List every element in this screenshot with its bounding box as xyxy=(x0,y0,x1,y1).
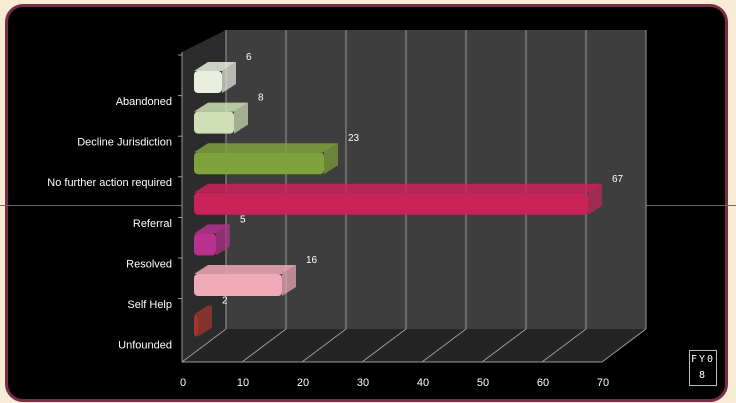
back-wall xyxy=(226,30,646,329)
bar-end xyxy=(222,62,236,93)
gridline-floor xyxy=(361,328,407,363)
bar xyxy=(194,192,588,215)
x-tick-label: 0 xyxy=(180,377,186,389)
category-label: Unfounded xyxy=(118,340,172,352)
gridline-floor xyxy=(541,328,587,363)
bar-end xyxy=(324,143,338,175)
x-tick-label: 20 xyxy=(297,377,309,389)
bar xyxy=(194,233,216,256)
data-label: 8 xyxy=(258,93,264,104)
gridline-floor xyxy=(481,328,527,363)
bar xyxy=(194,71,222,93)
data-label: 23 xyxy=(348,133,360,144)
bar xyxy=(194,111,234,134)
legend-fy08: FY08 xyxy=(689,350,717,386)
bar-end xyxy=(234,102,248,134)
category-label: Abandoned xyxy=(116,96,172,108)
x-tick-label: 50 xyxy=(477,377,489,389)
bar xyxy=(194,274,282,296)
bar-top xyxy=(194,224,230,234)
bar-top xyxy=(194,183,602,193)
bar xyxy=(194,314,198,337)
data-label: 2 xyxy=(222,296,228,307)
gridline-floor xyxy=(601,328,647,363)
bar-end xyxy=(588,183,602,215)
floor xyxy=(182,329,646,362)
gridline-floor xyxy=(301,328,347,363)
data-label: 67 xyxy=(612,174,624,185)
x-tick-label: 60 xyxy=(537,377,549,389)
bar-top xyxy=(194,305,212,315)
bar-top xyxy=(194,143,338,153)
x-tick-label: 70 xyxy=(597,377,609,389)
gridline-floor xyxy=(181,328,227,363)
x-tick-label: 30 xyxy=(357,377,369,389)
bar-top xyxy=(194,265,296,274)
data-label: 16 xyxy=(306,255,318,266)
bar-end xyxy=(216,224,230,256)
bar xyxy=(194,152,324,175)
category-label: Decline Jurisdiction xyxy=(77,137,172,149)
x-tick-label: 10 xyxy=(237,377,249,389)
bar-end xyxy=(282,265,296,296)
gridline-floor xyxy=(421,328,467,363)
data-label: 6 xyxy=(246,52,252,63)
bar-end xyxy=(198,305,212,337)
bar-top xyxy=(194,102,248,112)
x-tick-label: 40 xyxy=(417,377,429,389)
data-label: 5 xyxy=(240,214,246,225)
gridline-floor xyxy=(241,328,287,363)
category-label: Self Help xyxy=(127,299,172,311)
category-label: No further action required xyxy=(47,177,172,189)
category-label: Referral xyxy=(133,218,172,230)
category-label: Resolved xyxy=(126,258,172,270)
